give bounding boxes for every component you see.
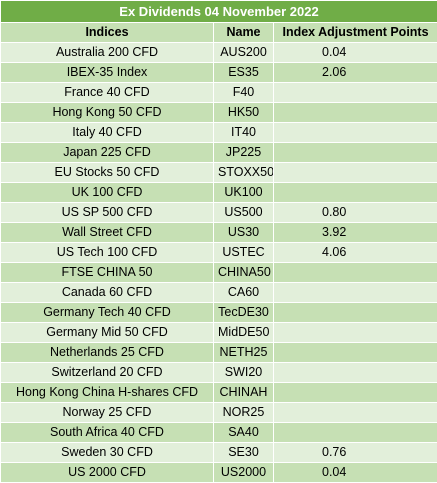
cell-index: US SP 500 CFD [0, 202, 214, 223]
cell-index: US 2000 CFD [0, 462, 214, 483]
table-row: Norway 25 CFD NOR25 [0, 402, 437, 423]
cell-points [272, 362, 437, 383]
table-row: Germany Tech 40 CFD TecDE30 [0, 302, 437, 323]
cell-index: EU Stocks 50 CFD [0, 162, 214, 183]
table-body: Australia 200 CFD AUS200 0.04 IBEX-35 Index… [0, 42, 437, 483]
cell-name: JP225 [213, 142, 274, 163]
table-row: South Africa 40 CFD SA40 [0, 422, 437, 443]
cell-name: NOR25 [213, 402, 274, 423]
cell-points [272, 142, 437, 163]
table-row: Japan 225 CFD JP225 [0, 142, 437, 163]
cell-index: Italy 40 CFD [0, 122, 214, 143]
cell-points: 2.06 [272, 62, 437, 83]
cell-name: CHINA50 [213, 262, 274, 283]
cell-points [272, 322, 437, 343]
cell-name: UK100 [213, 182, 274, 203]
cell-name: SWI20 [213, 362, 274, 383]
cell-points: 4.06 [272, 242, 437, 263]
cell-points [272, 382, 437, 403]
table-row: Germany Mid 50 CFD MidDE50 [0, 322, 437, 343]
table-row: UK 100 CFD UK100 [0, 182, 437, 203]
cell-name: HK50 [213, 102, 274, 123]
cell-points [272, 102, 437, 123]
cell-index: Wall Street CFD [0, 222, 214, 243]
cell-index: FTSE CHINA 50 [0, 262, 214, 283]
cell-name: AUS200 [213, 42, 274, 63]
cell-points: 0.04 [272, 42, 437, 63]
cell-name: CA60 [213, 282, 274, 303]
cell-index: UK 100 CFD [0, 182, 214, 203]
cell-index: Netherlands 25 CFD [0, 342, 214, 363]
cell-name: STOXX50 [213, 162, 274, 183]
cell-name: SE30 [213, 442, 274, 463]
cell-points [272, 342, 437, 363]
table-row: FTSE CHINA 50 CHINA50 [0, 262, 437, 283]
cell-points: 0.76 [272, 442, 437, 463]
cell-points [272, 302, 437, 323]
table-row: Sweden 30 CFD SE30 0.76 [0, 442, 437, 463]
cell-name: NETH25 [213, 342, 274, 363]
cell-points [272, 422, 437, 443]
cell-points [272, 282, 437, 303]
cell-index: Canada 60 CFD [0, 282, 214, 303]
table-row: Hong Kong 50 CFD HK50 [0, 102, 437, 123]
cell-points [272, 262, 437, 283]
table-row: Canada 60 CFD CA60 [0, 282, 437, 303]
table-row: Australia 200 CFD AUS200 0.04 [0, 42, 437, 63]
cell-index: France 40 CFD [0, 82, 214, 103]
cell-points [272, 402, 437, 423]
table-title: Ex Dividends 04 November 2022 [0, 0, 437, 23]
table-row: US SP 500 CFD US500 0.80 [0, 202, 437, 223]
cell-index: South Africa 40 CFD [0, 422, 214, 443]
cell-index: IBEX-35 Index [0, 62, 214, 83]
table-row: EU Stocks 50 CFD STOXX50 [0, 162, 437, 183]
cell-name: ES35 [213, 62, 274, 83]
cell-index: Germany Mid 50 CFD [0, 322, 214, 343]
header-row: Indices Name Index Adjustment Points [0, 22, 437, 43]
table-row: IBEX-35 Index ES35 2.06 [0, 62, 437, 83]
cell-index: Australia 200 CFD [0, 42, 214, 63]
table-row: France 40 CFD F40 [0, 82, 437, 103]
cell-name: US500 [213, 202, 274, 223]
header-adjustment-points: Index Adjustment Points [272, 22, 437, 43]
table-row: Switzerland 20 CFD SWI20 [0, 362, 437, 383]
header-name: Name [213, 22, 274, 43]
cell-points: 0.04 [272, 462, 437, 483]
cell-points: 0.80 [272, 202, 437, 223]
cell-index: Sweden 30 CFD [0, 442, 214, 463]
cell-index: Hong Kong China H-shares CFD [0, 382, 214, 403]
cell-name: US2000 [213, 462, 274, 483]
cell-points: 3.92 [272, 222, 437, 243]
cell-points [272, 182, 437, 203]
cell-points [272, 82, 437, 103]
table-row: Wall Street CFD US30 3.92 [0, 222, 437, 243]
cell-name: IT40 [213, 122, 274, 143]
table-row: Netherlands 25 CFD NETH25 [0, 342, 437, 363]
table-row: US Tech 100 CFD USTEC 4.06 [0, 242, 437, 263]
cell-name: US30 [213, 222, 274, 243]
cell-name: F40 [213, 82, 274, 103]
table-row: Hong Kong China H-shares CFD CHINAH [0, 382, 437, 403]
cell-points [272, 122, 437, 143]
header-indices: Indices [0, 22, 214, 43]
cell-name: TecDE30 [213, 302, 274, 323]
cell-name: CHINAH [213, 382, 274, 403]
cell-name: USTEC [213, 242, 274, 263]
cell-index: Switzerland 20 CFD [0, 362, 214, 383]
title-row: Ex Dividends 04 November 2022 [0, 0, 437, 23]
cell-name: MidDE50 [213, 322, 274, 343]
cell-index: Hong Kong 50 CFD [0, 102, 214, 123]
cell-points [272, 162, 437, 183]
cell-index: US Tech 100 CFD [0, 242, 214, 263]
cell-index: Norway 25 CFD [0, 402, 214, 423]
table-row: US 2000 CFD US2000 0.04 [0, 462, 437, 483]
cell-index: Japan 225 CFD [0, 142, 214, 163]
cell-index: Germany Tech 40 CFD [0, 302, 214, 323]
cell-name: SA40 [213, 422, 274, 443]
table-row: Italy 40 CFD IT40 [0, 122, 437, 143]
